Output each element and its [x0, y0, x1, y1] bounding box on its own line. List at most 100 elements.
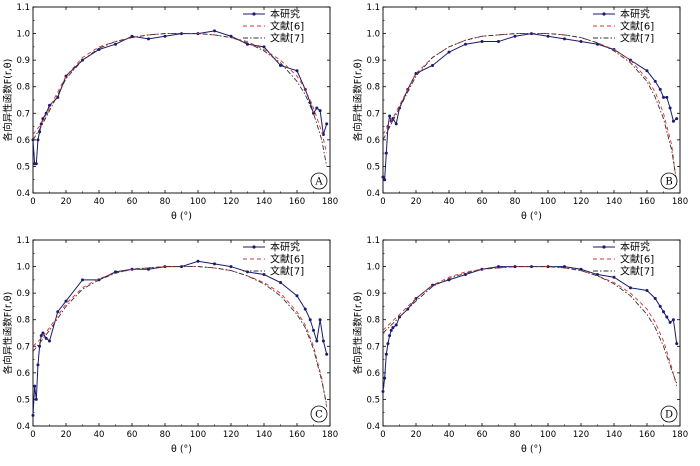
y-tick-label: 0.8 [366, 83, 380, 93]
x-tick-label: 20 [411, 197, 422, 207]
data-point [381, 389, 385, 393]
data-point [645, 288, 649, 292]
data-point [31, 413, 35, 417]
x-tick-label: 20 [411, 430, 422, 440]
data-point [180, 32, 183, 36]
series-line-0 [382, 33, 678, 182]
data-point [394, 122, 398, 126]
data-point [671, 318, 675, 322]
x-tick-label: 40 [94, 430, 105, 440]
data-point [653, 79, 657, 83]
data-point [295, 69, 299, 73]
y-tick-label: 1.0 [16, 263, 30, 273]
y-tick-label: 0.6 [16, 369, 30, 379]
data-point [213, 262, 216, 266]
data-point [114, 42, 117, 46]
y-axis-label: 各向异性函数F(r,θ) [2, 292, 14, 375]
series-line-2 [32, 33, 328, 167]
data-point [447, 50, 451, 54]
x-tick-label: 180 [322, 197, 338, 207]
series-line-2 [382, 33, 678, 183]
y-tick-label: 0.8 [16, 83, 30, 93]
data-point [675, 117, 679, 121]
y-tick-label: 0.5 [16, 395, 30, 405]
legend-label: 本研究 [620, 8, 650, 21]
y-axis-label: 各向异性函数F(r,θ) [2, 59, 14, 142]
x-tick-label: 0 [30, 430, 35, 440]
legend-label: 本研究 [270, 8, 300, 21]
y-tick-label: 0.9 [366, 289, 380, 299]
x-tick-label: 100 [540, 197, 556, 207]
data-point [56, 310, 60, 314]
x-axis-label: θ (°) [171, 211, 192, 222]
data-point [279, 63, 282, 67]
legend-label: 文献[7] [270, 265, 304, 278]
data-point [318, 318, 322, 322]
panel-label-circle [310, 172, 328, 190]
x-tick-label: 60 [477, 430, 488, 440]
x-tick-label: 140 [256, 197, 272, 207]
y-tick-label: 0.6 [16, 136, 30, 146]
data-point [36, 138, 40, 142]
data-point [658, 87, 662, 91]
x-tick-label: 40 [444, 430, 455, 440]
legend-marker [602, 12, 606, 16]
data-point [653, 296, 657, 300]
x-tick-label: 80 [510, 197, 521, 207]
x-tick-label: 60 [477, 197, 488, 207]
y-tick-label: 1.1 [16, 236, 30, 246]
x-tick-label: 160 [639, 430, 655, 440]
y-tick-label: 0.5 [16, 162, 30, 172]
x-tick-label: 40 [94, 197, 105, 207]
y-tick-label: 0.7 [16, 342, 30, 352]
data-point [315, 106, 319, 110]
data-point [64, 299, 68, 303]
series-line-1 [32, 266, 328, 408]
data-point [394, 323, 398, 327]
x-tick-label: 20 [61, 197, 72, 207]
legend-label: 文献[6] [270, 20, 304, 33]
series-line-1 [382, 33, 678, 186]
y-tick-label: 0.6 [366, 369, 380, 379]
data-point [308, 318, 312, 322]
data-point [147, 37, 150, 41]
y-tick-label: 0.9 [16, 289, 30, 299]
y-tick-label: 0.6 [366, 136, 380, 146]
data-point [563, 37, 566, 41]
y-tick-label: 0.5 [366, 162, 380, 172]
y-tick-label: 1.0 [366, 30, 380, 40]
x-tick-label: 120 [223, 197, 239, 207]
chart-svg: 0 20 40 60 80 100 120 140 160 180 0.4 0.5 0.6 0.7 0.8 0… [2, 3, 338, 222]
y-tick-label: 1.1 [366, 3, 380, 13]
data-point [513, 265, 517, 269]
chart-svg: 0 20 40 60 80 100 120 140 160 180 0.4 0.5 0.6 0.7 0.8 0… [352, 3, 688, 222]
chart-panel-a: 0 20 40 60 80 100 120 140 160 180 0.4 0.5 0.6 0.7 0.8 0… [0, 0, 350, 233]
y-tick-label: 0.9 [366, 56, 380, 66]
x-tick-label: 160 [639, 197, 655, 207]
legend-label: 文献[6] [270, 253, 304, 266]
data-point [386, 342, 390, 346]
data-point [325, 352, 329, 356]
legend-label: 文献[7] [270, 32, 304, 45]
panel-label-circle [660, 172, 678, 190]
y-tick-label: 0.7 [366, 342, 380, 352]
data-point [612, 275, 616, 279]
x-tick-label: 120 [573, 197, 589, 207]
y-tick-label: 1.1 [16, 3, 30, 13]
x-axis-label: θ (°) [521, 211, 542, 222]
data-point [81, 278, 84, 282]
legend-label: 文献[7] [620, 265, 654, 278]
data-point [34, 397, 38, 401]
data-point [44, 111, 48, 115]
data-point [318, 109, 322, 113]
series-line-0 [32, 260, 328, 416]
panel-label: C [315, 410, 323, 421]
x-axis-label: θ (°) [521, 444, 542, 455]
y-tick-label: 1.0 [16, 30, 30, 40]
y-tick-label: 0.4 [366, 422, 380, 432]
chart-panel-c: 0 20 40 60 80 100 120 140 160 180 0.4 0.5 0.6 0.7 0.8 0… [0, 233, 350, 466]
data-point [262, 273, 266, 277]
x-tick-label: 140 [256, 430, 272, 440]
data-point [513, 34, 517, 38]
data-point [196, 259, 200, 263]
